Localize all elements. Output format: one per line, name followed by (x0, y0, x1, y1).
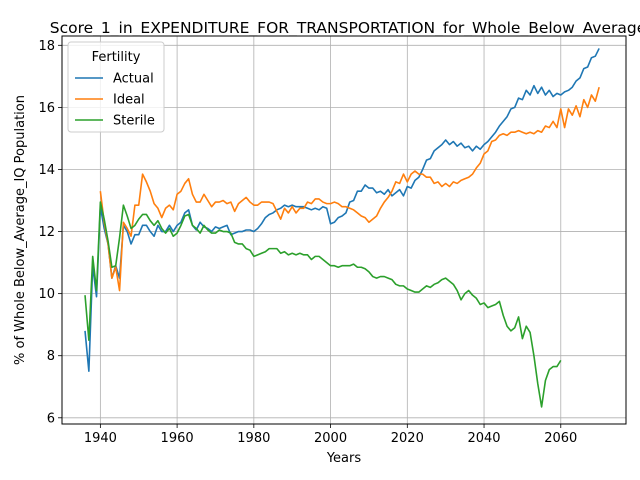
legend-label-ideal: Ideal (113, 93, 145, 108)
chart-title: Score_1_in_EXPENDITURE_FOR_TRANSPORTATIO… (50, 19, 640, 38)
x-tick-label: 1940 (84, 431, 117, 446)
y-tick-label: 18 (38, 39, 55, 54)
y-tick-label: 16 (38, 101, 55, 116)
legend-label-sterile: Sterile (113, 114, 155, 129)
series-line-ideal (99, 87, 600, 292)
y-axis: 6 8 10 12 14 16 18 (38, 39, 62, 426)
x-tick-label: 1960 (161, 431, 194, 446)
y-tick-label: 6 (47, 411, 55, 426)
y-tick-label: 14 (38, 163, 55, 178)
legend: Fertility Actual Ideal Sterile (67, 41, 165, 133)
x-axis-label: Years (326, 451, 362, 466)
legend-label-actual: Actual (113, 72, 154, 87)
series-line-sterile (84, 201, 562, 408)
x-tick-label: 1980 (237, 431, 270, 446)
series-lines (84, 48, 600, 408)
x-tick-label: 2000 (314, 431, 347, 446)
x-tick-label: 2020 (391, 431, 424, 446)
x-tick-label: 2060 (544, 431, 577, 446)
y-axis-label: % of Whole Below_Average_IQ Population (13, 95, 28, 365)
x-tick-label: 2040 (467, 431, 500, 446)
y-tick-label: 12 (38, 225, 55, 240)
legend-title: Fertility (92, 50, 141, 65)
x-axis: 1940 1960 1980 2000 2020 2040 2060 (84, 424, 577, 446)
legend-box (67, 41, 165, 133)
y-tick-label: 8 (47, 349, 55, 364)
y-tick-label: 10 (38, 287, 55, 302)
series-line-actual (84, 48, 600, 373)
plot-frame (61, 35, 627, 425)
